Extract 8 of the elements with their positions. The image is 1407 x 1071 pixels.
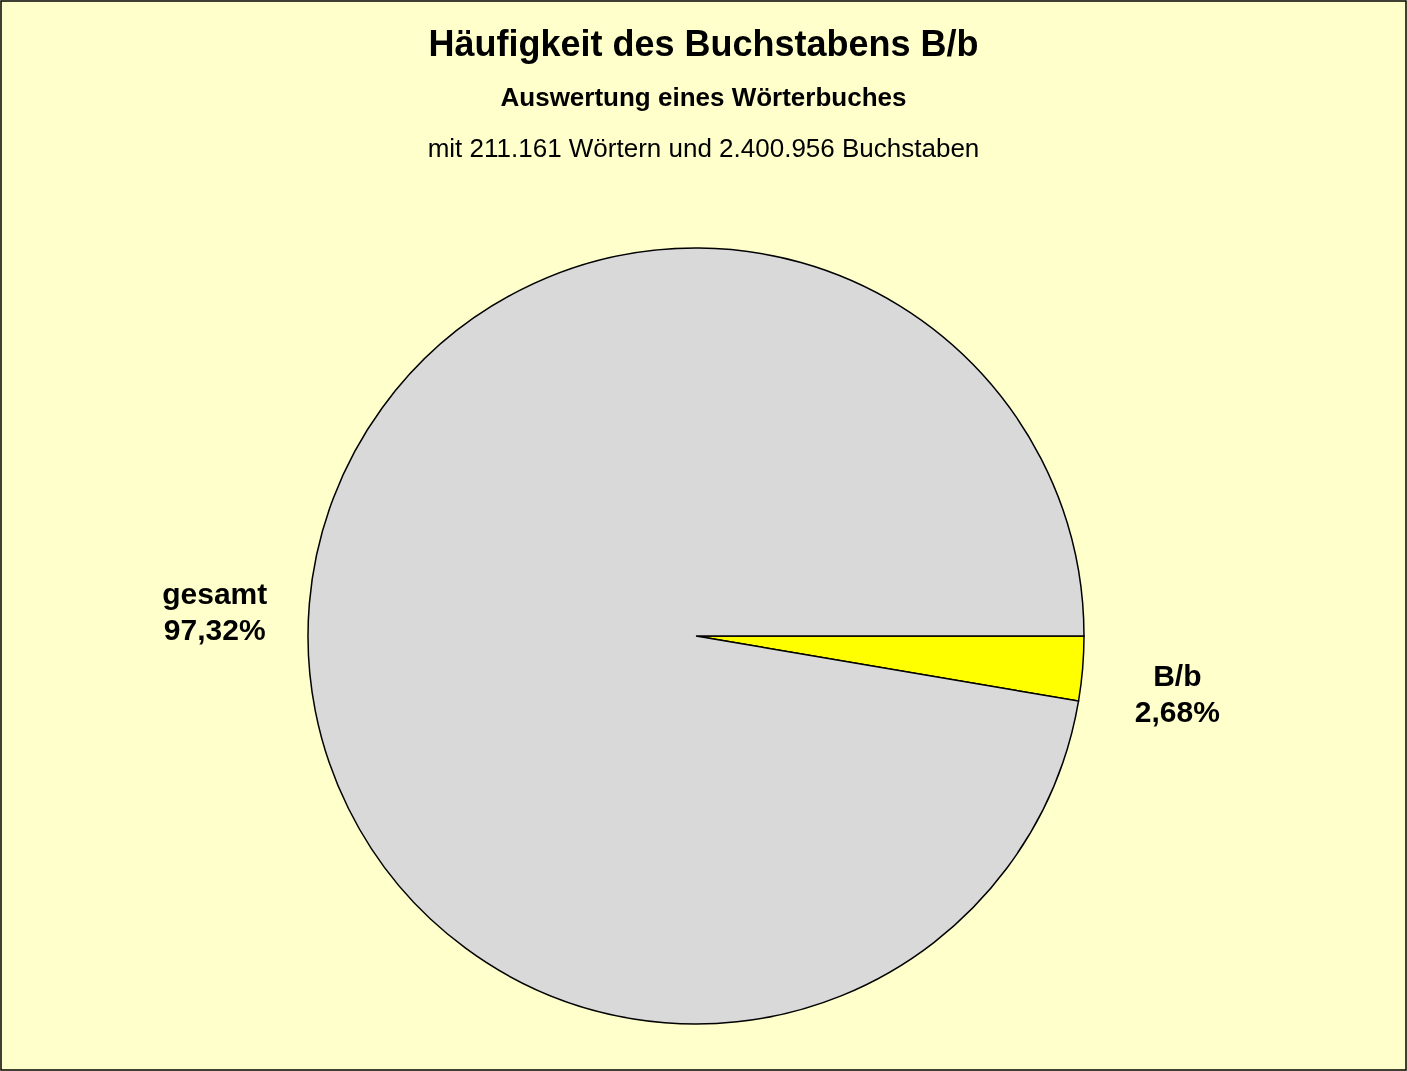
chart-title: Häufigkeit des Buchstabens B/b bbox=[428, 23, 979, 64]
text: mit 211.161 Wörtern und 2.400.956 Buchstaben bbox=[427, 133, 980, 163]
data-label: 97,32% bbox=[163, 613, 266, 647]
chart-subtitle: Auswertung eines Wörterbuches bbox=[500, 82, 907, 112]
slice-label: gesamt bbox=[162, 577, 268, 611]
slice-label: B/b bbox=[1153, 658, 1202, 692]
data-label: 2,68% bbox=[1134, 694, 1220, 728]
pie-slice bbox=[307, 247, 1085, 1025]
